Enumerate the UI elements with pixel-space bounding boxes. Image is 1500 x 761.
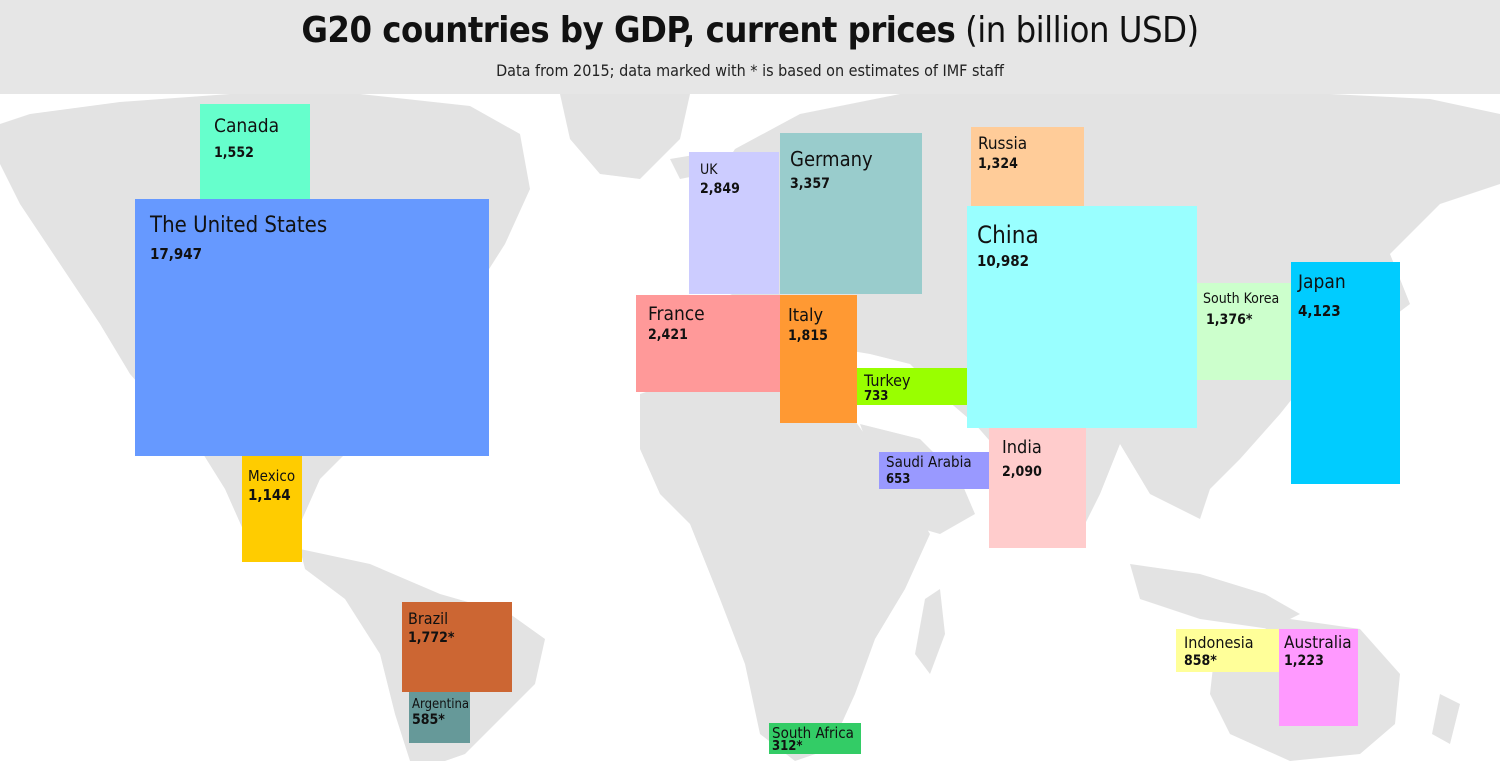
country-value-turkey: 733 <box>864 389 889 404</box>
country-value-south-korea: 1,376* <box>1206 312 1253 328</box>
country-value-russia: 1,324 <box>978 156 1018 172</box>
country-value-south-africa: 312* <box>772 739 803 754</box>
country-name-japan: Japan <box>1298 271 1346 293</box>
title-unit: (in billion USD) <box>965 10 1199 51</box>
country-value-japan: 4,123 <box>1298 302 1341 320</box>
country-name-the-united-states: The United States <box>150 213 328 238</box>
country-value-india: 2,090 <box>1002 464 1042 480</box>
country-name-france: France <box>648 303 705 325</box>
country-name-mexico: Mexico <box>248 467 296 485</box>
title-main: G20 countries by GDP, current prices <box>301 10 956 51</box>
country-tile-turkey: Turkey 733 <box>857 368 967 405</box>
country-name-uk: UK <box>700 162 718 178</box>
country-tile-china: China 10,982 <box>967 206 1197 428</box>
country-tile-uk: UK 2,849 <box>689 152 779 294</box>
country-name-turkey: Turkey <box>864 371 911 390</box>
country-value-canada: 1,552 <box>214 145 254 161</box>
country-tile-the-united-states: The United States 17,947 <box>135 199 489 456</box>
country-name-brazil: Brazil <box>408 609 449 628</box>
country-name-argentina: Argentina <box>412 697 470 712</box>
country-tile-russia: Russia 1,324 <box>971 127 1084 206</box>
country-value-france: 2,421 <box>648 327 688 343</box>
country-name-south-korea: South Korea <box>1203 291 1280 307</box>
country-tile-brazil: Brazil 1,772* <box>402 602 512 692</box>
country-value-australia: 1,223 <box>1284 653 1324 669</box>
country-tile-italy: Italy 1,815 <box>780 295 857 423</box>
country-tile-japan: Japan 4,123 <box>1291 262 1400 484</box>
country-tile-australia: Australia 1,223 <box>1279 629 1358 726</box>
country-value-italy: 1,815 <box>788 328 828 344</box>
country-value-mexico: 1,144 <box>248 486 291 504</box>
country-value-indonesia: 858* <box>1184 653 1217 669</box>
country-tile-argentina: Argentina 585* <box>409 692 470 743</box>
country-name-canada: Canada <box>214 115 280 137</box>
country-value-brazil: 1,772* <box>408 630 455 646</box>
country-tile-mexico: Mexico 1,144 <box>242 456 302 562</box>
country-tile-india: India 2,090 <box>989 428 1086 548</box>
country-name-australia: Australia <box>1284 633 1352 653</box>
country-name-indonesia: Indonesia <box>1184 633 1254 652</box>
country-value-the-united-states: 17,947 <box>150 245 203 263</box>
country-name-south-africa: South Africa <box>772 724 854 742</box>
country-tile-france: France 2,421 <box>636 295 780 392</box>
header-bar: G20 countries by GDP, current prices (in… <box>0 0 1500 94</box>
country-tile-germany: Germany 3,357 <box>780 133 922 294</box>
country-tile-south-korea: South Korea 1,376* <box>1197 283 1291 380</box>
country-name-saudi-arabia: Saudi Arabia <box>886 453 972 471</box>
chart-subtitle: Data from 2015; data marked with * is ba… <box>496 61 1004 80</box>
chart-title: G20 countries by GDP, current prices (in… <box>0 8 1500 54</box>
country-name-russia: Russia <box>978 134 1028 154</box>
country-value-saudi-arabia: 653 <box>886 472 911 487</box>
country-value-argentina: 585* <box>412 712 445 728</box>
country-tile-indonesia: Indonesia 858* <box>1176 629 1279 672</box>
country-tile-saudi-arabia: Saudi Arabia 653 <box>879 452 989 489</box>
country-value-china: 10,982 <box>977 252 1030 270</box>
country-tile-south-africa: South Africa 312* <box>769 723 861 754</box>
country-name-italy: Italy <box>788 305 824 326</box>
country-name-india: India <box>1002 437 1042 458</box>
country-value-germany: 3,357 <box>790 176 830 192</box>
country-name-china: China <box>977 221 1039 249</box>
country-name-germany: Germany <box>790 147 873 171</box>
country-value-uk: 2,849 <box>700 181 740 197</box>
country-tile-canada: Canada 1,552 <box>200 104 310 199</box>
